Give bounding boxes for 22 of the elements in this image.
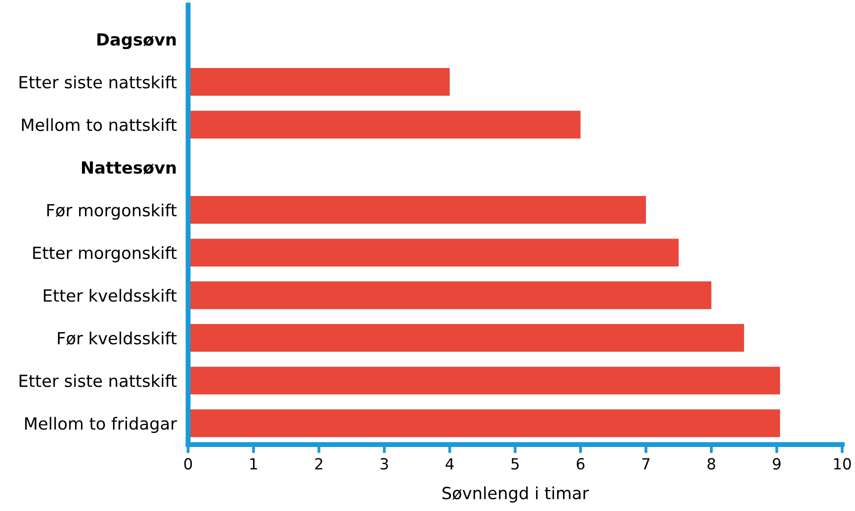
- x-tick-label: 8: [708, 458, 716, 470]
- x-tick-label: 7: [642, 458, 650, 470]
- x-tick-label: 5: [511, 458, 519, 470]
- x-tick-label: 6: [576, 458, 584, 470]
- y-tick-label: Mellom to nattskift: [22, 118, 177, 132]
- y-tick-label: Før morgonskift: [47, 204, 177, 220]
- x-tick-label: 9: [772, 458, 781, 470]
- x-tick-label: 1: [250, 458, 257, 470]
- y-tick-label: Etter kveldsskift: [44, 288, 177, 302]
- y-tick-label: Nattesøvn: [82, 161, 176, 174]
- y-tick-label: Før kveldsskift: [58, 332, 177, 346]
- x-tick-label: 4: [446, 458, 454, 470]
- y-tick-label: Etter morgonskift: [33, 246, 177, 262]
- x-axis-title: Søvnlengd i timar: [442, 486, 589, 503]
- y-tick-label: Etter siste nattskift: [20, 374, 177, 388]
- y-tick-label: Dagsøvn: [97, 33, 176, 50]
- x-tick-label: 10: [834, 458, 851, 470]
- y-tick-label: Mellom to fridagar: [25, 416, 177, 434]
- y-tick-label: Etter siste nattskift: [20, 76, 177, 88]
- x-tick-label: 0: [184, 458, 192, 470]
- x-tick-label: 2: [315, 458, 322, 470]
- x-tick-label: 3: [380, 458, 388, 470]
